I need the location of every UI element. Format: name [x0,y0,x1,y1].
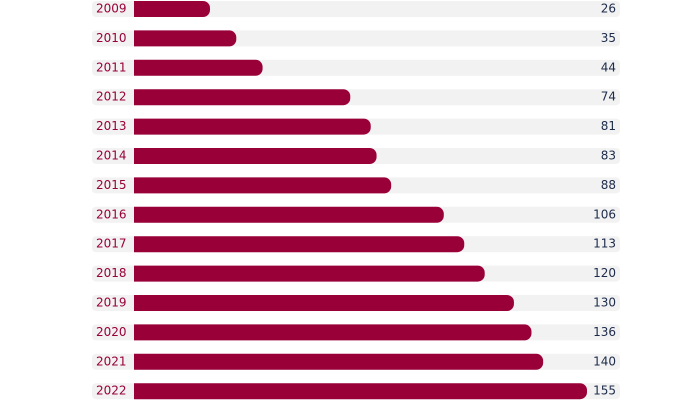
row-background [92,1,620,17]
category-label: 2016 [96,207,127,221]
value-label: 74 [601,90,616,104]
category-label: 2017 [96,237,127,251]
bar [134,265,485,282]
category-label: 2014 [96,149,127,163]
value-label: 106 [593,207,616,221]
value-label: 113 [593,237,616,251]
value-label: 35 [601,31,616,45]
value-label: 44 [601,60,616,74]
category-label: 2021 [96,354,127,368]
value-label: 140 [593,354,616,368]
value-label: 83 [601,149,616,163]
value-label: 88 [601,178,616,192]
value-label: 136 [593,325,616,339]
bar [134,383,587,400]
value-label: 120 [593,266,616,280]
category-label: 2012 [96,90,127,104]
bar [134,353,544,370]
category-label: 2020 [96,325,127,339]
bar [134,177,392,194]
bar [134,206,444,223]
category-label: 2018 [96,266,127,280]
value-label: 26 [601,2,616,16]
category-label: 2010 [96,31,127,45]
bar [134,89,351,106]
bar [134,118,371,135]
category-label: 2022 [96,384,127,398]
category-label: 2013 [96,119,127,133]
bar [134,324,532,341]
bar [134,1,210,17]
bar [134,295,514,311]
bar [134,59,263,76]
category-label: 2015 [96,178,127,192]
bar [134,148,377,164]
bar [134,236,465,253]
value-label: 130 [593,296,616,310]
category-label: 2011 [96,60,127,74]
value-label: 155 [593,384,616,398]
category-label: 2019 [96,296,127,310]
bar [134,30,237,47]
category-label: 2009 [96,2,127,16]
value-label: 81 [601,119,616,133]
